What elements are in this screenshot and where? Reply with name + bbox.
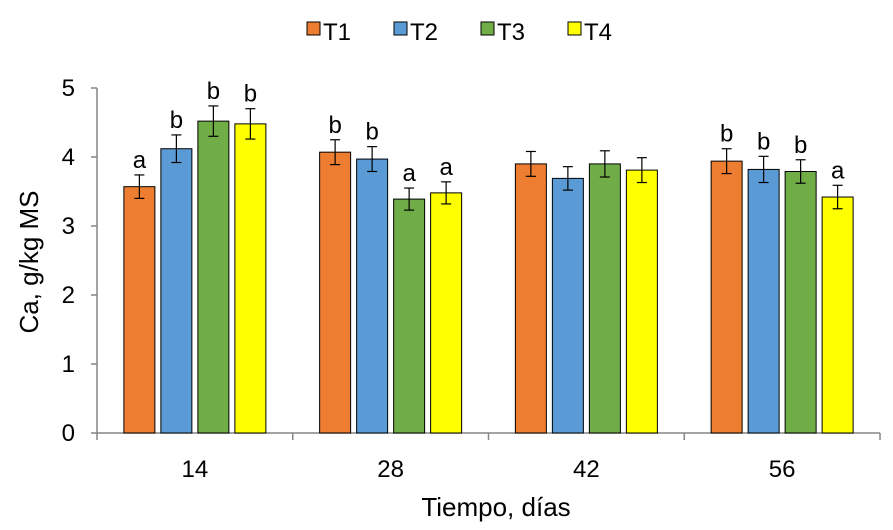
- legend-label: T3: [497, 19, 525, 46]
- legend-swatch: [306, 21, 321, 36]
- y-axis-title: Ca, g/kg MS: [14, 190, 44, 333]
- bar: [319, 151, 352, 434]
- significance-label: b: [794, 132, 807, 159]
- significance-label: a: [831, 157, 845, 184]
- legend-label: T2: [410, 19, 438, 46]
- legend-label: T4: [584, 19, 612, 46]
- bar: [821, 196, 854, 434]
- x-tick-label: 56: [769, 456, 796, 483]
- bar: [197, 120, 230, 434]
- bar: [784, 170, 817, 434]
- legend-swatch: [567, 21, 582, 36]
- bar: [625, 169, 658, 434]
- y-tick-label: 3: [62, 213, 75, 240]
- significance-label: b: [207, 78, 220, 105]
- x-axis: 14 28 42 56: [96, 432, 881, 483]
- bars: abb bb ba ab b ba: [123, 78, 854, 434]
- y-tick-label: 2: [62, 282, 75, 309]
- y-tick-label: 1: [62, 351, 75, 378]
- bar: [710, 160, 743, 434]
- y-tick-label: 4: [62, 144, 75, 171]
- significance-label: b: [757, 128, 770, 155]
- bar: [123, 186, 156, 434]
- legend-label: T1: [323, 19, 351, 46]
- bar: [430, 192, 463, 434]
- x-tick-label: 42: [573, 456, 600, 483]
- y-tick-label: 0: [62, 420, 75, 447]
- significance-label: a: [402, 160, 416, 187]
- significance-label: a: [133, 147, 147, 174]
- bar: [160, 148, 193, 434]
- significance-label: b: [328, 112, 341, 139]
- legend-swatch: [393, 21, 408, 36]
- y-tick-label: 5: [62, 75, 75, 102]
- bar: [551, 177, 584, 434]
- x-tick-label: 14: [182, 456, 209, 483]
- bar: [234, 123, 267, 434]
- significance-label: b: [244, 81, 257, 108]
- x-tick-label: 28: [377, 456, 404, 483]
- significance-label: b: [170, 107, 183, 134]
- bar: [514, 163, 547, 434]
- bar: [356, 158, 389, 434]
- significance-label: b: [720, 121, 733, 148]
- y-axis: 0 1 2 3 4 5: [62, 75, 98, 447]
- legend: T1 T2 T3 T4: [306, 19, 612, 46]
- bar: [393, 198, 426, 434]
- bar: [747, 168, 780, 434]
- x-axis-title: Tiempo, días: [421, 492, 570, 522]
- legend-swatch: [480, 21, 495, 36]
- bar: [588, 163, 621, 434]
- significance-label: b: [365, 119, 378, 146]
- significance-label: a: [439, 154, 453, 181]
